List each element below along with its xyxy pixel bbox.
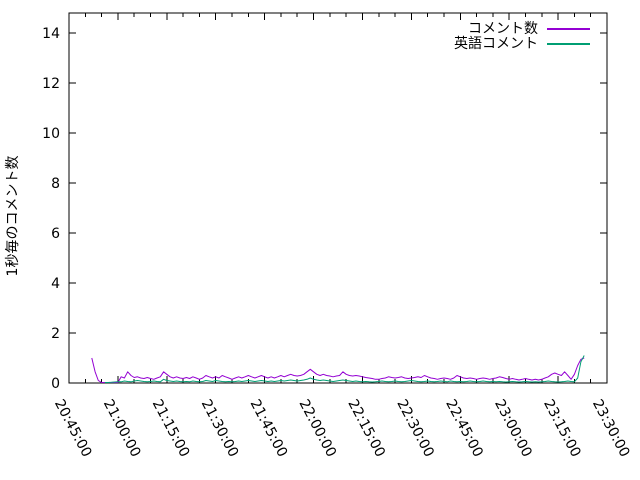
x-tick-label: 22:15:00 [344,397,388,460]
y-tick-label: 0 [51,376,60,392]
x-tick-label: 22:45:00 [442,397,486,460]
x-tick-label: 23:30:00 [589,397,633,460]
y-tick-label: 14 [42,26,60,42]
legend-label-english-comments: 英語コメント [454,36,538,52]
y-tick-label: 12 [42,76,60,92]
y-tick-label: 10 [42,126,60,142]
legend-item-english-comments: 英語コメント [454,37,590,51]
y-tick-label: 4 [51,276,60,292]
y-tick-label: 6 [51,226,60,242]
legend-line-sample-english-comments [547,43,590,45]
y-axis-label: 1秒毎のコメント数 [5,155,21,277]
x-tick-label: 23:15:00 [540,397,584,460]
x-tick-label: 20:45:00 [51,397,95,460]
y-tick-label: 2 [51,326,60,342]
plot-border [68,12,608,384]
legend-line-sample-comment-count [547,28,590,30]
series-line-1 [104,355,585,383]
y-tick-label: 8 [51,176,60,192]
legend: コメント数 英語コメント [454,22,590,51]
x-tick-label: 21:15:00 [149,397,193,460]
x-tick-label: 22:30:00 [393,397,437,460]
legend-item-comment-count: コメント数 [454,22,590,36]
legend-label-comment-count: コメント数 [468,21,538,37]
x-tick-label: 22:00:00 [295,397,339,460]
series-line-0 [91,357,585,383]
x-tick-label: 23:00:00 [491,397,535,460]
x-tick-label: 21:00:00 [100,397,144,460]
x-tick-label: 21:45:00 [247,397,291,460]
x-tick-label: 21:30:00 [198,397,242,460]
